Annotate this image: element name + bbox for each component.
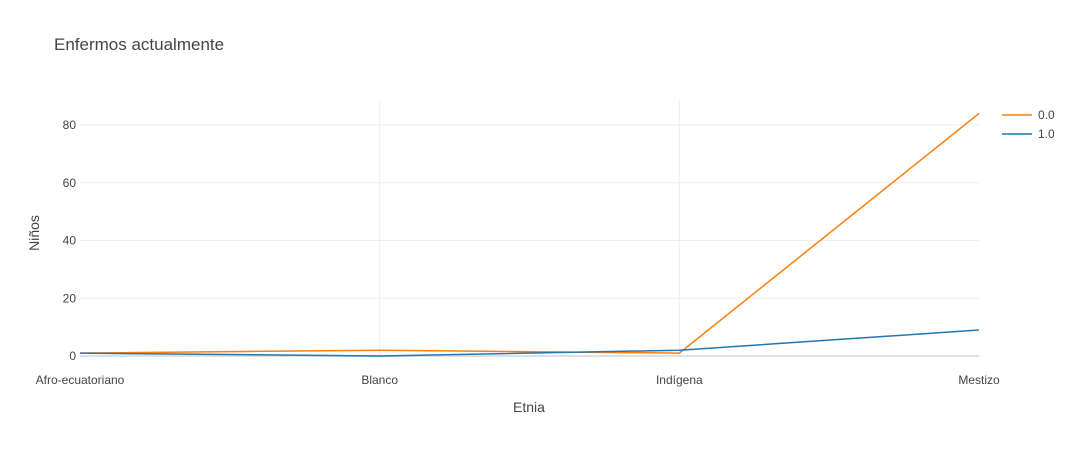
legend-item-0.0[interactable]: 0.0 xyxy=(1002,108,1055,122)
grid xyxy=(80,100,979,356)
legend-label: 0.0 xyxy=(1038,108,1055,122)
y-tick-label: 60 xyxy=(63,176,77,190)
series-line-1.0[interactable] xyxy=(79,329,980,357)
y-axis-title: Niños xyxy=(26,215,42,251)
y-axis-ticks: 0 20 40 60 80 xyxy=(63,118,77,363)
chart-title: Enfermos actualmente xyxy=(54,35,224,54)
legend-item-1.0[interactable]: 1.0 xyxy=(1002,127,1055,141)
x-axis-ticks: Afro-ecuatoriano Blanco Indígena Mestizo xyxy=(36,373,1000,387)
x-axis-title: Etnia xyxy=(513,399,545,415)
x-tick-label: Indígena xyxy=(656,373,703,387)
x-tick-label: Blanco xyxy=(361,373,398,387)
series-group xyxy=(79,112,980,357)
x-tick-label: Mestizo xyxy=(958,373,1000,387)
legend[interactable]: 0.01.0 xyxy=(1002,108,1055,141)
y-tick-label: 40 xyxy=(63,234,77,248)
legend-label: 1.0 xyxy=(1038,127,1055,141)
y-tick-label: 80 xyxy=(63,118,77,132)
y-tick-label: 0 xyxy=(69,349,76,363)
y-tick-label: 20 xyxy=(63,291,77,305)
series-line-0.0[interactable] xyxy=(79,112,980,354)
x-tick-label: Afro-ecuatoriano xyxy=(36,373,125,387)
